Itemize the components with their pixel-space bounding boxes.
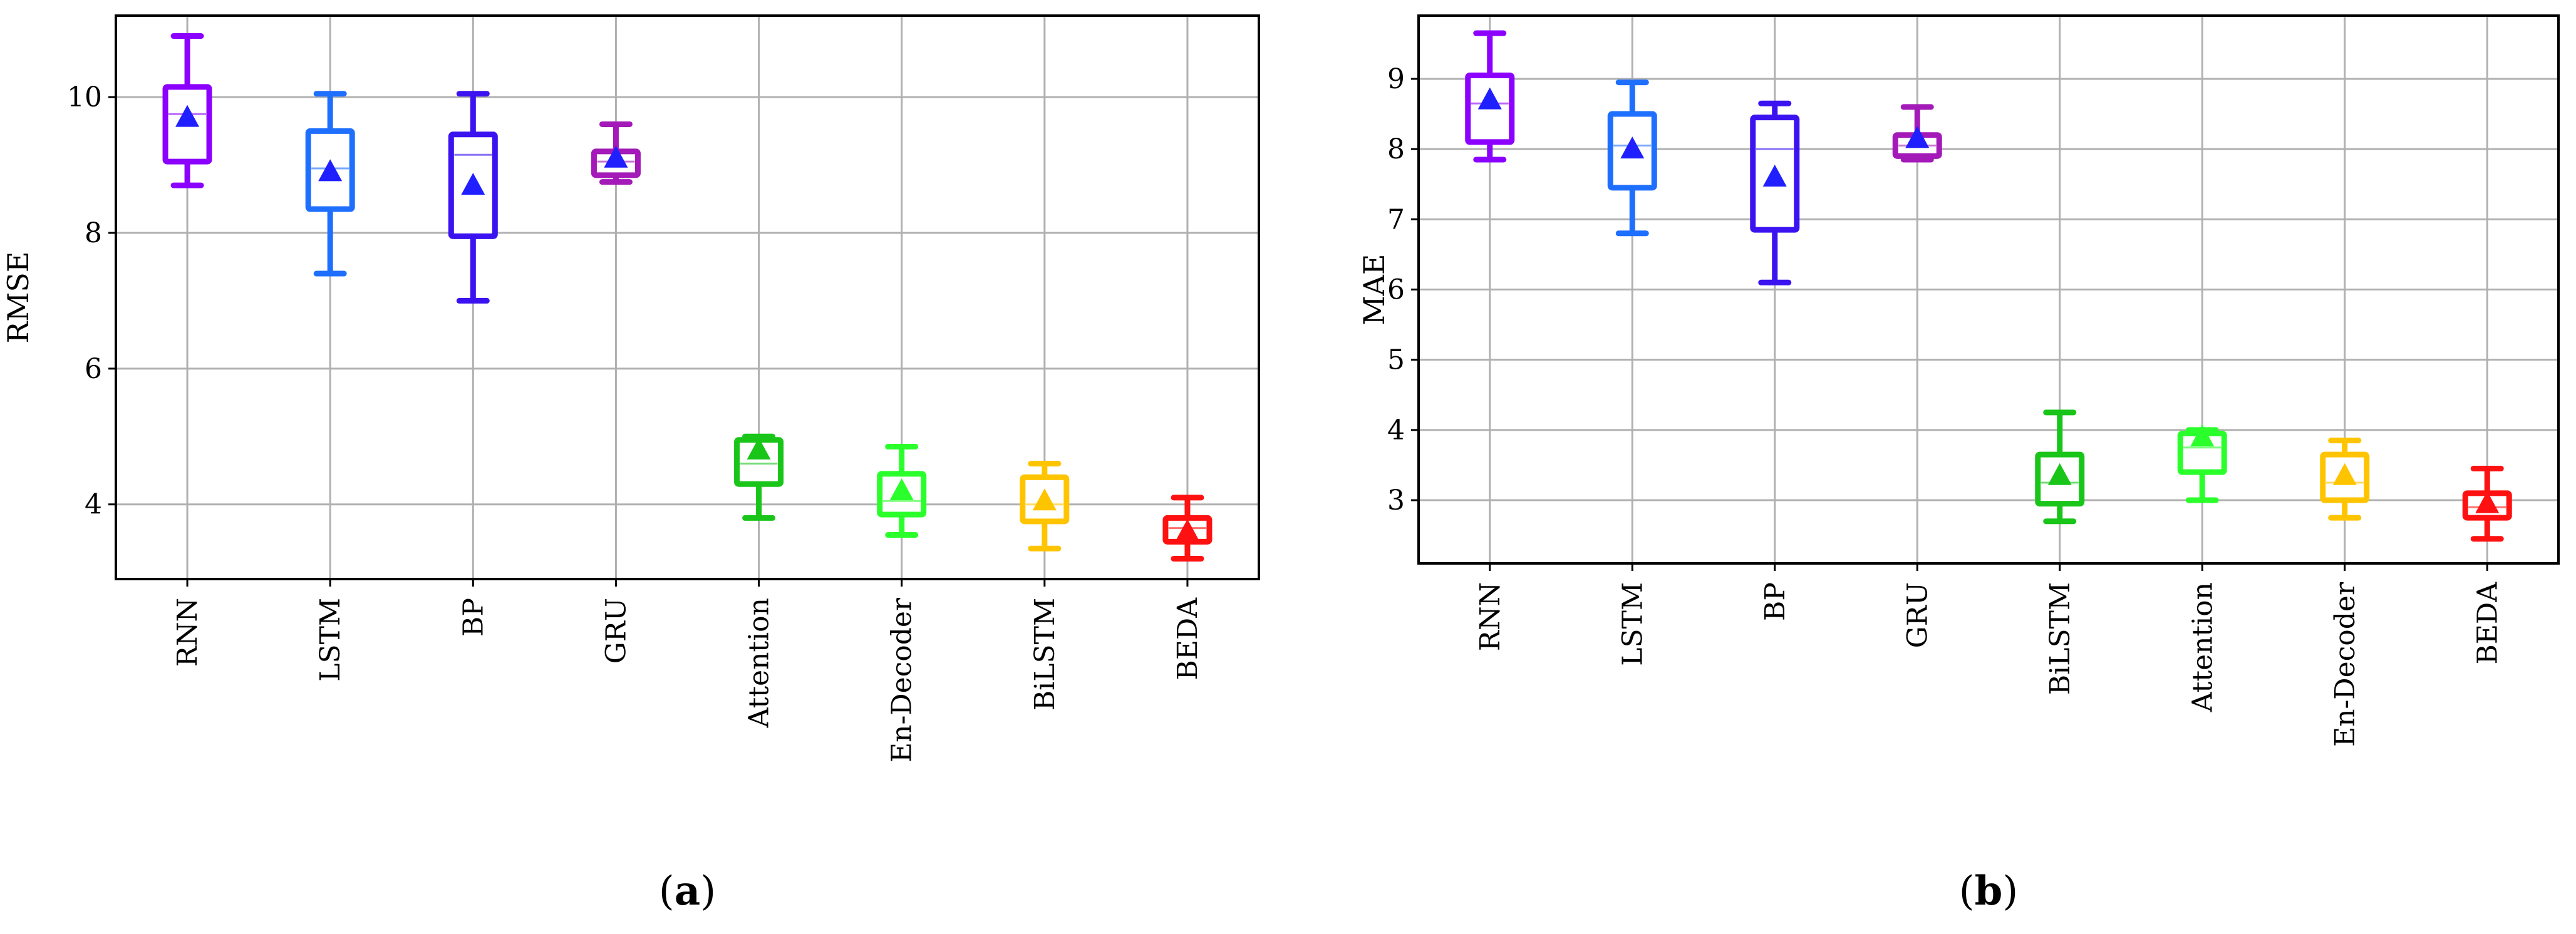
mean-marker	[1905, 126, 1930, 148]
x-tick-label: BEDA	[1172, 597, 1204, 680]
y-axis-label: RMSE	[1, 252, 35, 344]
box-beda	[1162, 495, 1213, 562]
x-tick-label: RNN	[172, 598, 204, 667]
mean-marker	[1762, 165, 1787, 187]
x-tick-label: BiLSTM	[2044, 582, 2076, 695]
mean-marker	[1620, 136, 1645, 159]
plot-frame	[115, 14, 1260, 580]
box-rnn	[162, 33, 212, 188]
mean-marker	[2332, 463, 2357, 485]
mean-marker	[604, 145, 628, 168]
y-tick-label: 5	[1387, 344, 1405, 376]
box-en-decoder	[2320, 438, 2370, 521]
mean-marker	[2047, 463, 2072, 485]
box-lstm	[305, 91, 355, 277]
mean-marker	[1175, 519, 1199, 541]
panel-label: (b)	[1959, 868, 2019, 915]
y-tick-label: 7	[1387, 203, 1405, 235]
box-en-decoder	[877, 444, 927, 538]
box-beda	[2462, 466, 2512, 542]
box-gru	[591, 121, 641, 185]
x-tick-label: LSTM	[1616, 582, 1648, 666]
mean-marker	[461, 173, 485, 195]
box-gru	[1892, 104, 1942, 163]
x-tick-label: BiLSTM	[1029, 598, 1061, 711]
x-tick-label: En-Decoder	[886, 597, 918, 762]
mean-marker	[889, 478, 914, 501]
y-tick-label: 6	[1387, 274, 1405, 306]
panel-a: 4 6 8 10 RNN LSTM BP GRU Attention En-Decoder BiLS…	[1, 14, 1260, 915]
box-bilstm	[2035, 409, 2085, 525]
mean-marker	[175, 105, 200, 127]
mean-marker	[1032, 488, 1057, 511]
x-tick-label: LSTM	[314, 598, 346, 682]
mean-marker	[747, 437, 771, 459]
panel-b: 3 4 5 6 7 8 9 RNN LSTM BP GRU BiLSTM Attention En-Dec…	[1357, 14, 2560, 915]
y-tick-label: 8	[1387, 133, 1405, 165]
x-tick-label: Attention	[743, 598, 775, 728]
mean-marker	[1477, 87, 1502, 110]
y-axis-label: MAE	[1357, 254, 1391, 326]
box-bp	[1750, 100, 1800, 285]
panel-label: (a)	[659, 868, 716, 915]
x-tick-label: En-Decoder	[2329, 582, 2361, 747]
y-tick-label: 10	[67, 81, 102, 113]
y-tick-label: 9	[1387, 63, 1405, 95]
x-tick-label: Attention	[2186, 582, 2218, 712]
box-rnn	[1465, 30, 1515, 163]
mean-marker	[2190, 424, 2215, 447]
x-tick-label: GRU	[1901, 582, 1933, 648]
box-bp	[448, 91, 498, 304]
box-lstm	[1607, 80, 1657, 237]
y-tick-label: 3	[1387, 485, 1405, 516]
box-attention	[2177, 424, 2227, 503]
x-tick-label: GRU	[600, 598, 632, 664]
box-attention	[734, 433, 784, 521]
x-tick-label: RNN	[1474, 582, 1506, 651]
y-tick-label: 4	[85, 489, 102, 521]
mean-marker	[318, 159, 343, 182]
mean-marker	[2475, 491, 2500, 513]
x-tick-label: BEDA	[2471, 582, 2503, 665]
x-tick-label: BP	[1759, 582, 1791, 621]
y-tick-label: 8	[85, 217, 102, 249]
x-tick-label: BP	[457, 598, 489, 637]
y-tick-label: 6	[85, 353, 102, 385]
box-bilstm	[1020, 461, 1070, 552]
y-tick-label: 4	[1387, 414, 1405, 446]
